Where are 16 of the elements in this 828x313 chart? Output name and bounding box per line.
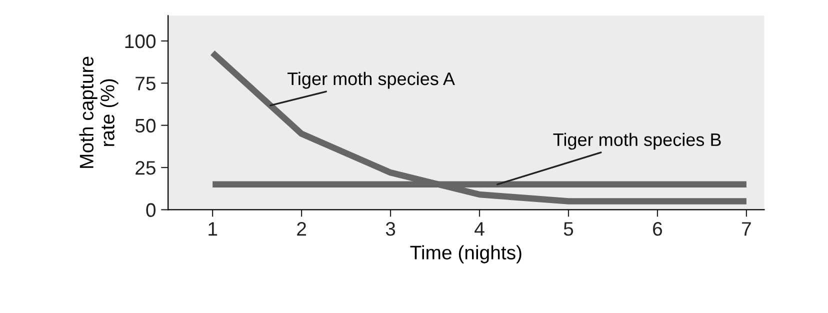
x-tick-label: 7 xyxy=(742,222,751,236)
x-tick-label: 5 xyxy=(564,222,574,236)
x-tick-label: 6 xyxy=(653,222,662,236)
y-axis-title: Moth capture rate (%) xyxy=(79,56,118,168)
y-tick-label: 75 xyxy=(136,76,156,90)
x-tick-label: 4 xyxy=(474,222,484,236)
series-label: Tiger moth species A xyxy=(287,72,455,89)
series-label: Tiger moth species B xyxy=(553,132,721,150)
x-tick-label: 2 xyxy=(297,222,306,236)
x-tick-label: 3 xyxy=(386,222,396,236)
x-axis-title: Time (nights) xyxy=(410,245,522,264)
y-tick-label: 25 xyxy=(136,160,156,175)
y-tick-label: 0 xyxy=(146,203,156,217)
y-tick-label: 100 xyxy=(125,34,156,48)
x-tick-label: 1 xyxy=(208,222,218,236)
y-tick-label: 50 xyxy=(135,118,156,133)
